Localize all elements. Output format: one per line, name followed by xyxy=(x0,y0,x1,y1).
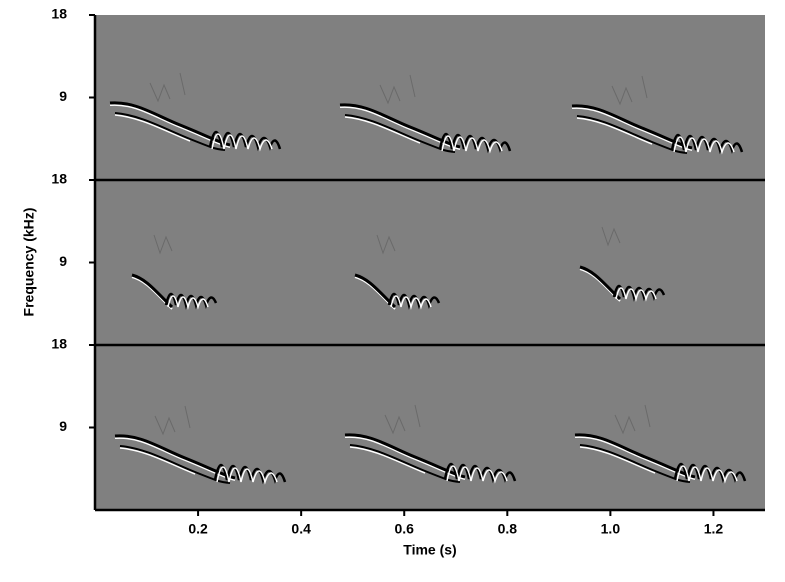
x-axis-label: Time (s) xyxy=(403,542,456,558)
y-tick-label: 9 xyxy=(59,253,67,269)
y-tick-label: 9 xyxy=(59,88,67,104)
y-tick-label: 18 xyxy=(51,171,67,187)
x-tick-label: 0.2 xyxy=(188,521,208,537)
x-tick-label: 0.8 xyxy=(498,521,518,537)
x-tick-label: 0.4 xyxy=(291,521,311,537)
y-axis-label: Frequency (kHz) xyxy=(21,208,37,317)
x-tick-label: 0.6 xyxy=(394,521,414,537)
y-tick-label: 18 xyxy=(51,6,67,22)
y-tick-label: 9 xyxy=(59,418,67,434)
x-tick-label: 1.0 xyxy=(601,521,621,537)
plot-background xyxy=(95,15,765,510)
y-tick-label: 18 xyxy=(51,336,67,352)
x-tick-label: 1.2 xyxy=(704,521,724,537)
